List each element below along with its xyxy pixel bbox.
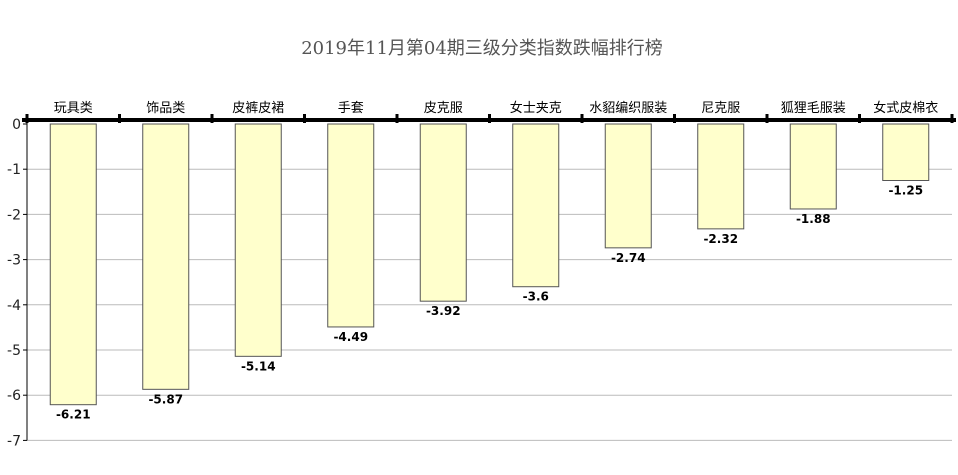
y-tick-label: -5 (7, 343, 21, 359)
chart-title: 2019年11月第04期三级分类指数跌幅排行榜 (301, 38, 663, 59)
y-tick-label: -7 (7, 433, 21, 449)
bar (789, 123, 837, 210)
y-tick-label: 0 (12, 117, 21, 133)
data-label: -5.14 (241, 359, 276, 373)
axis-layer (22, 114, 956, 441)
data-label: -3.92 (426, 304, 461, 318)
data-label: -1.25 (888, 184, 923, 198)
category-label: 女士夹克 (510, 100, 562, 116)
data-label: -1.88 (796, 212, 831, 226)
data-label: -2.74 (611, 251, 646, 265)
bar (604, 123, 652, 249)
category-label: 尼克服 (701, 101, 740, 116)
category-label: 狐狸毛服装 (781, 101, 846, 116)
y-tick-label: -6 (7, 388, 21, 404)
data-label: -3.6 (523, 290, 549, 304)
data-label: -4.49 (333, 330, 368, 344)
category-label: 女式皮棉衣 (873, 100, 938, 116)
category-label: 饰品类 (146, 101, 185, 116)
category-label: 手套 (338, 100, 364, 116)
bar (142, 123, 190, 390)
bar (327, 123, 375, 328)
bar (882, 123, 930, 181)
bar (419, 123, 467, 302)
data-label: -6.21 (56, 408, 91, 422)
data-label: -5.87 (148, 392, 183, 406)
category-label: 水貂编织服装 (589, 101, 667, 116)
category-label: 玩具类 (54, 101, 93, 116)
y-tick-label: -4 (7, 298, 21, 314)
bar (697, 123, 745, 230)
data-label: -2.32 (703, 232, 738, 246)
bar (234, 123, 282, 357)
labels-layer: 0 -1 -2 -3 -4 -5 -6 -7 -6.21 玩具类 -5.87 饰品类 -5.14 皮裤皮裙… (7, 100, 938, 449)
bar (512, 123, 560, 288)
category-label: 皮克服 (424, 101, 463, 116)
y-tick-label: -2 (7, 207, 21, 223)
category-label: 皮裤皮裙 (232, 101, 284, 116)
bars-layer (49, 123, 930, 406)
y-tick-label: -1 (7, 162, 21, 178)
y-tick-label: -3 (7, 253, 21, 269)
bar (49, 123, 97, 406)
